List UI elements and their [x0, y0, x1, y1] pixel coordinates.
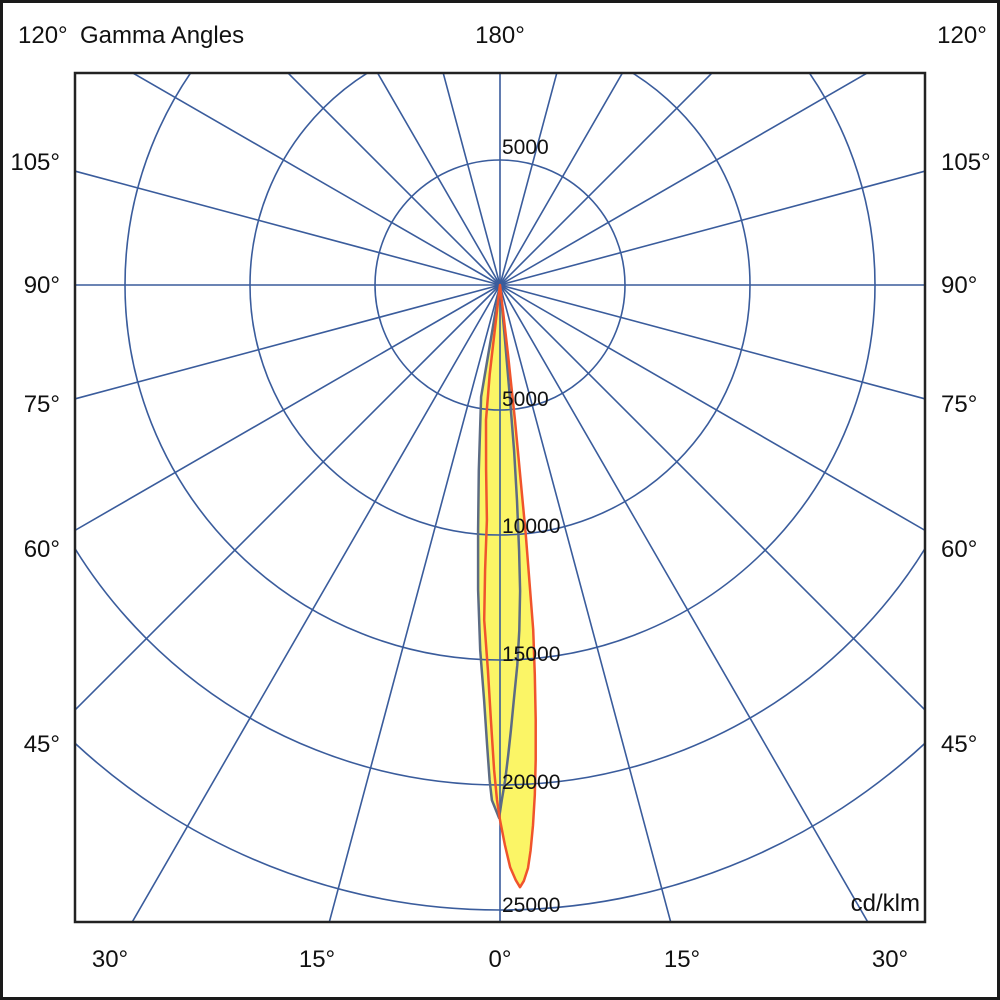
- corner-angle-label-top-left: 120°: [18, 22, 68, 49]
- beam-curves-layer: [476, 283, 537, 889]
- grid-ray: [75, 284, 501, 532]
- curve-c90-c270: [482, 283, 537, 889]
- grid-ray: [499, 284, 925, 712]
- grid-ray: [286, 73, 501, 286]
- grid-ray: [499, 73, 624, 286]
- grid-ray: [499, 284, 869, 922]
- left-angle-label-75: 75°: [23, 391, 60, 418]
- grid-ray: [75, 284, 501, 712]
- corner-angle-label-top-right: 120°: [937, 22, 987, 49]
- bottom-angle-label-30-right: 30°: [871, 946, 909, 973]
- ring-value-label-10000: 10000: [502, 515, 561, 538]
- right-angle-label-45: 45°: [941, 731, 978, 758]
- plot-border: [73, 71, 927, 924]
- left-angle-label-45: 45°: [23, 731, 60, 758]
- ring-value-label-5000-upper: 5000: [502, 136, 549, 159]
- bottom-angle-label-15-right: 15°: [663, 946, 701, 973]
- grid-ray: [499, 73, 869, 286]
- grid-ray: [75, 284, 501, 400]
- top-angle-label: 180°: [475, 22, 525, 49]
- left-angle-label-90: 90°: [23, 272, 60, 299]
- ring-value-label-15000: 15000: [502, 643, 561, 666]
- bottom-angle-label-0: 0°: [488, 946, 512, 973]
- grid-ray: [328, 284, 501, 922]
- right-angle-label-75: 75°: [941, 391, 978, 418]
- grid-ray: [499, 170, 925, 286]
- right-angle-label-90: 90°: [941, 272, 978, 299]
- bottom-angle-label-15-left: 15°: [298, 946, 336, 973]
- right-angle-label-105: 105°: [941, 149, 991, 176]
- bottom-angle-label-30-left: 30°: [91, 946, 129, 973]
- grid-ray: [499, 73, 558, 286]
- grid-ray: [75, 170, 501, 286]
- ring-value-label-20000: 20000: [502, 771, 561, 794]
- grid-ray: [131, 284, 501, 922]
- right-angle-label-60: 60°: [941, 536, 978, 563]
- grid-ray: [499, 284, 672, 922]
- grid-ray: [499, 73, 714, 286]
- grid-ray: [499, 284, 925, 400]
- unit-label: cd/klm: [850, 890, 920, 917]
- grid-ray: [499, 284, 925, 532]
- grid-ray: [376, 73, 501, 286]
- page-title: Gamma Angles: [80, 22, 245, 49]
- left-angle-label-105: 105°: [10, 149, 60, 176]
- curve-c0-c180: [476, 283, 522, 820]
- grid-ray: [131, 73, 501, 286]
- left-angle-label-60: 60°: [23, 536, 60, 563]
- ring-value-label-5000: 5000: [502, 388, 549, 411]
- ring-value-label-25000: 25000: [502, 894, 561, 917]
